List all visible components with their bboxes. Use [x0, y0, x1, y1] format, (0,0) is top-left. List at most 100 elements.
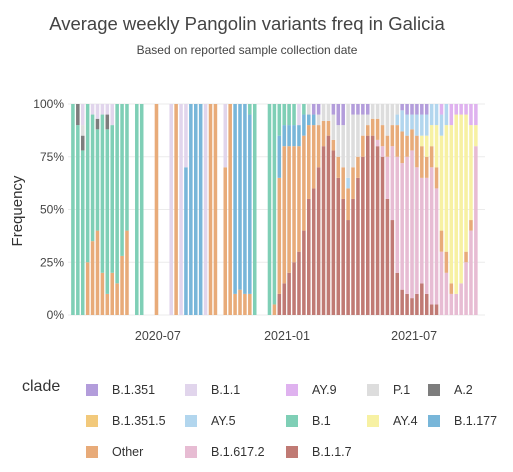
bar-segment-b-1-351 — [400, 104, 404, 111]
bar-segment-other — [213, 104, 218, 315]
bar-segment-other — [110, 272, 114, 315]
bar-segment-b-1-617-2 — [429, 167, 434, 305]
bar-segment-other — [297, 146, 301, 252]
legend-item[interactable]: Other — [86, 445, 143, 459]
bar-segment-b-1 — [287, 104, 291, 126]
legend-swatch — [367, 384, 379, 396]
bar-segment-b-1-1-7 — [361, 156, 365, 315]
bar-segment-ay-4 — [444, 125, 449, 252]
bar-segment-b-1 — [272, 104, 277, 305]
bar-segment-b-1-351 — [424, 104, 429, 115]
bar-segment-other — [385, 135, 390, 157]
bar-segment-other — [208, 104, 213, 315]
bar-segment-other — [90, 241, 95, 315]
bar-segment-ay-5 — [346, 177, 350, 189]
bar-segment-b-1-177 — [311, 114, 316, 126]
bar-segment-p-1 — [370, 104, 375, 119]
bar-segment-b-1-617-2 — [474, 146, 478, 315]
bar-segment-ay-4 — [424, 135, 429, 157]
bar-segment-p-1 — [390, 104, 395, 126]
legend-item[interactable]: B.1.617.2 — [185, 445, 265, 459]
bar-segment-b-1-617-2 — [459, 283, 463, 315]
y-axis: 0% 25% 50% 75% 100% — [33, 97, 64, 322]
bar-segment-b-1-1 — [80, 104, 85, 126]
legend-item[interactable]: B.1.1 — [185, 383, 240, 397]
bar-segment-other — [223, 167, 228, 315]
bar-segment-b-1-1-7 — [395, 272, 400, 315]
legend-item[interactable]: A.2 — [428, 383, 473, 397]
bar-segment-b-1-1 — [95, 104, 100, 119]
bar-segment-b-1 — [105, 129, 110, 294]
bar-segment-b-1 — [76, 125, 80, 315]
bar-segment-b-1 — [115, 104, 119, 284]
bar-segment-b-1-1-7 — [415, 293, 419, 315]
legend-item[interactable]: B.1 — [286, 414, 331, 428]
bar-segment-b-1-617-2 — [444, 272, 449, 315]
bar-segment-b-1-1-7 — [287, 272, 291, 315]
legend-label: B.1.351 — [112, 383, 156, 397]
legend-item[interactable]: AY.4 — [367, 414, 418, 428]
bar-segment-ay-5 — [415, 114, 419, 136]
bar-segment-ay-5 — [444, 104, 449, 126]
legend-item[interactable]: P.1 — [367, 383, 410, 397]
bar-segment-b-1-1-7 — [405, 293, 409, 315]
bar-segment-ay-5 — [424, 114, 429, 136]
bar-segment-b-1-617-2 — [405, 156, 409, 294]
legend-item[interactable]: AY.9 — [286, 383, 337, 397]
bar-segment-ay-5 — [439, 114, 444, 136]
bar-segment-b-1-351 — [351, 104, 355, 115]
bar-segment-b-1-1-7 — [375, 146, 380, 315]
bar-segment-b-1-351 — [415, 104, 419, 115]
bar-segment-other — [243, 293, 247, 315]
bar-segment-other — [326, 120, 331, 136]
legend-item[interactable]: AY.5 — [185, 414, 236, 428]
bar-segment-other — [125, 230, 129, 315]
legend-item[interactable]: B.1.351 — [86, 383, 155, 397]
bar-segment-ay-9 — [439, 104, 444, 115]
legend-label: B.1.351.5 — [112, 414, 166, 428]
bar-segment-b-1-1 — [90, 104, 95, 115]
bar-segment-b-1-177 — [292, 125, 296, 147]
bar-segment-other — [292, 146, 296, 263]
bar-segment-other — [469, 220, 473, 231]
legend-item[interactable]: B.1.351.5 — [86, 414, 166, 428]
bar-segment-b-1-617-2 — [469, 230, 473, 315]
legend-label: AY.9 — [312, 383, 337, 397]
bar-segment-ay-4 — [469, 125, 473, 221]
legend-item[interactable]: B.1.1.7 — [286, 445, 352, 459]
bar-segment-b-1-617-2 — [385, 156, 390, 199]
legend-item[interactable]: B.1.177 — [428, 414, 497, 428]
bar-segment-b-1 — [80, 150, 85, 315]
bar-segment-b-1-1-7 — [346, 220, 350, 315]
legend-swatch — [428, 384, 440, 396]
legend-title: clade — [22, 378, 61, 395]
legend-swatch — [185, 415, 197, 427]
bar-segment-other — [311, 125, 316, 189]
bar-segment-b-1-1 — [100, 104, 105, 115]
legend-swatch — [86, 446, 98, 458]
bar-segment-b-1-177 — [248, 114, 252, 294]
bar-segment-b-1-1-7 — [351, 198, 355, 315]
bar-segment-p-1 — [380, 104, 385, 126]
bar-segment-ay-5 — [420, 114, 424, 136]
bar-segment-b-1-1 — [105, 104, 110, 115]
bar-segment-b-1-351 — [361, 104, 365, 115]
bar-segment-other — [375, 118, 380, 140]
bar-segment-p-1 — [80, 125, 85, 136]
bar-segment-b-1-617-2 — [454, 293, 458, 315]
bar-segment-b-1-617-2 — [390, 146, 395, 221]
legend-swatch — [286, 446, 298, 458]
bar-segment-ay-4 — [439, 135, 444, 231]
bar-segment-b-1-351 — [420, 104, 424, 115]
bar-segment-p-1 — [361, 114, 365, 136]
bar-segment-other — [365, 125, 370, 136]
legend-swatch — [367, 415, 379, 427]
bar-segment-other — [228, 104, 232, 315]
legend-swatch — [286, 415, 298, 427]
bar-segment-b-1-351 — [365, 104, 370, 115]
bar-segment-p-1 — [351, 114, 355, 168]
bar-segment-other — [395, 125, 400, 157]
legend-label: P.1 — [393, 383, 411, 397]
bar-segment-p-1 — [307, 104, 311, 115]
bar-segment-b-1 — [282, 104, 286, 126]
